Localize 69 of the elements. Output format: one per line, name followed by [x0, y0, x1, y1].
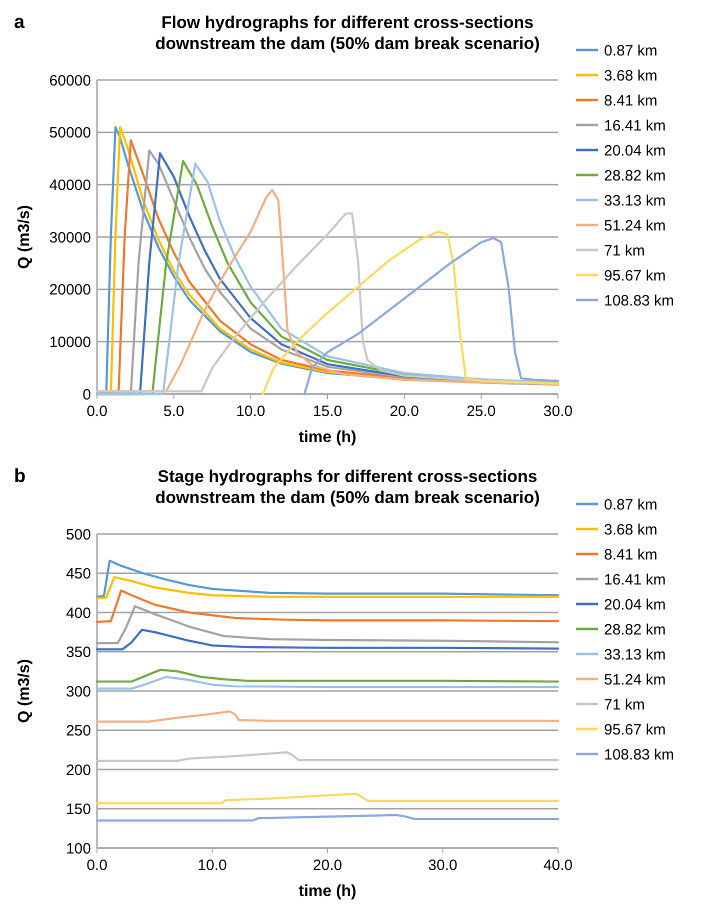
text: b [14, 466, 26, 487]
x-axis-title: time (h) [298, 429, 356, 446]
x-tick-label: 40.0 [543, 857, 573, 874]
y-tick-label: 0 [82, 386, 91, 404]
y-tick-label: 20000 [49, 282, 91, 299]
line-series [96, 751, 560, 762]
line-series [96, 589, 560, 624]
legend-label: 3.68 km [604, 67, 658, 84]
x-tick-label: 10.0 [236, 403, 266, 420]
text: a [14, 12, 25, 33]
line-series [303, 236, 560, 396]
y-tick-label: 40000 [49, 176, 91, 194]
y-tick-label: 10000 [49, 334, 91, 351]
y-axis-title: Q (m3/s) [16, 204, 33, 270]
legend-label: 8.41 km [604, 92, 658, 110]
x-tick-label: 15.0 [312, 403, 342, 420]
line-series [96, 668, 560, 683]
legend-label: 71 km [604, 696, 645, 714]
y-axis-title: Q (m3/s) [16, 658, 33, 724]
x-tick-label: 20.0 [312, 857, 342, 874]
x-tick-label: 30.0 [543, 403, 573, 420]
x-tick-label: 30.0 [428, 857, 458, 874]
x-tick-label: 20.0 [390, 403, 419, 420]
legend-label: 33.13 km [604, 192, 666, 210]
y-tick-label: 450 [66, 566, 91, 582]
legend-label: 20.04 km [604, 596, 666, 614]
x-tick-label: 0.0 [86, 857, 108, 874]
line-series [96, 710, 560, 723]
chart-title: Flow hydrographs for different cross-sections downstream the dam (50% dam break scenario) [155, 13, 540, 53]
chart-title: Stage hydrographs for different cross-sections downstream the dam (50% dam break scenario) [155, 467, 540, 507]
legend-label: 95.67 km [604, 721, 666, 738]
legend-label: 108.83 km [604, 746, 674, 764]
legend-label: 8.41 km [604, 546, 658, 564]
y-tick-label: 60000 [49, 72, 91, 90]
legend-label: 0.87 km [604, 42, 658, 60]
y-tick-label: 50000 [49, 124, 91, 142]
legend-label: 3.68 km [604, 521, 658, 538]
y-tick-label: 200 [66, 762, 91, 779]
legend-label: 108.83 km [604, 292, 674, 310]
legend-label: 51.24 km [604, 671, 666, 688]
x-tick-label: 5.0 [163, 403, 184, 420]
legend-label: 0.87 km [604, 496, 658, 514]
y-tick-label: 300 [66, 683, 91, 700]
y-tick-label: 400 [66, 604, 91, 622]
legend-label: 16.41 km [604, 571, 666, 588]
x-tick-label: 25.0 [466, 403, 496, 420]
line-series [96, 792, 560, 804]
line-series [96, 676, 560, 690]
legend-label: 28.82 km [604, 621, 666, 638]
legend-label: 16.41 km [604, 117, 666, 134]
line-series [96, 560, 560, 598]
legend-label: 28.82 km [604, 167, 666, 184]
y-tick-label: 350 [66, 644, 91, 661]
y-tick-label: 500 [66, 526, 91, 544]
legend-label: 20.04 km [604, 142, 666, 160]
line-series [96, 576, 560, 600]
y-tick-label: 250 [66, 722, 91, 740]
line-series [262, 230, 560, 396]
legend-label: 71 km [604, 242, 645, 260]
x-axis-title: time (h) [298, 883, 356, 900]
line-series [96, 628, 560, 650]
legend-label: 51.24 km [604, 217, 666, 234]
legend-label: 33.13 km [604, 646, 666, 664]
x-tick-label: 0.0 [86, 403, 108, 420]
y-tick-label: 30000 [49, 229, 91, 246]
legend-label: 95.67 km [604, 267, 666, 284]
y-tick-label: 100 [66, 840, 91, 858]
x-tick-label: 10.0 [198, 857, 227, 874]
y-tick-label: 150 [66, 801, 91, 818]
